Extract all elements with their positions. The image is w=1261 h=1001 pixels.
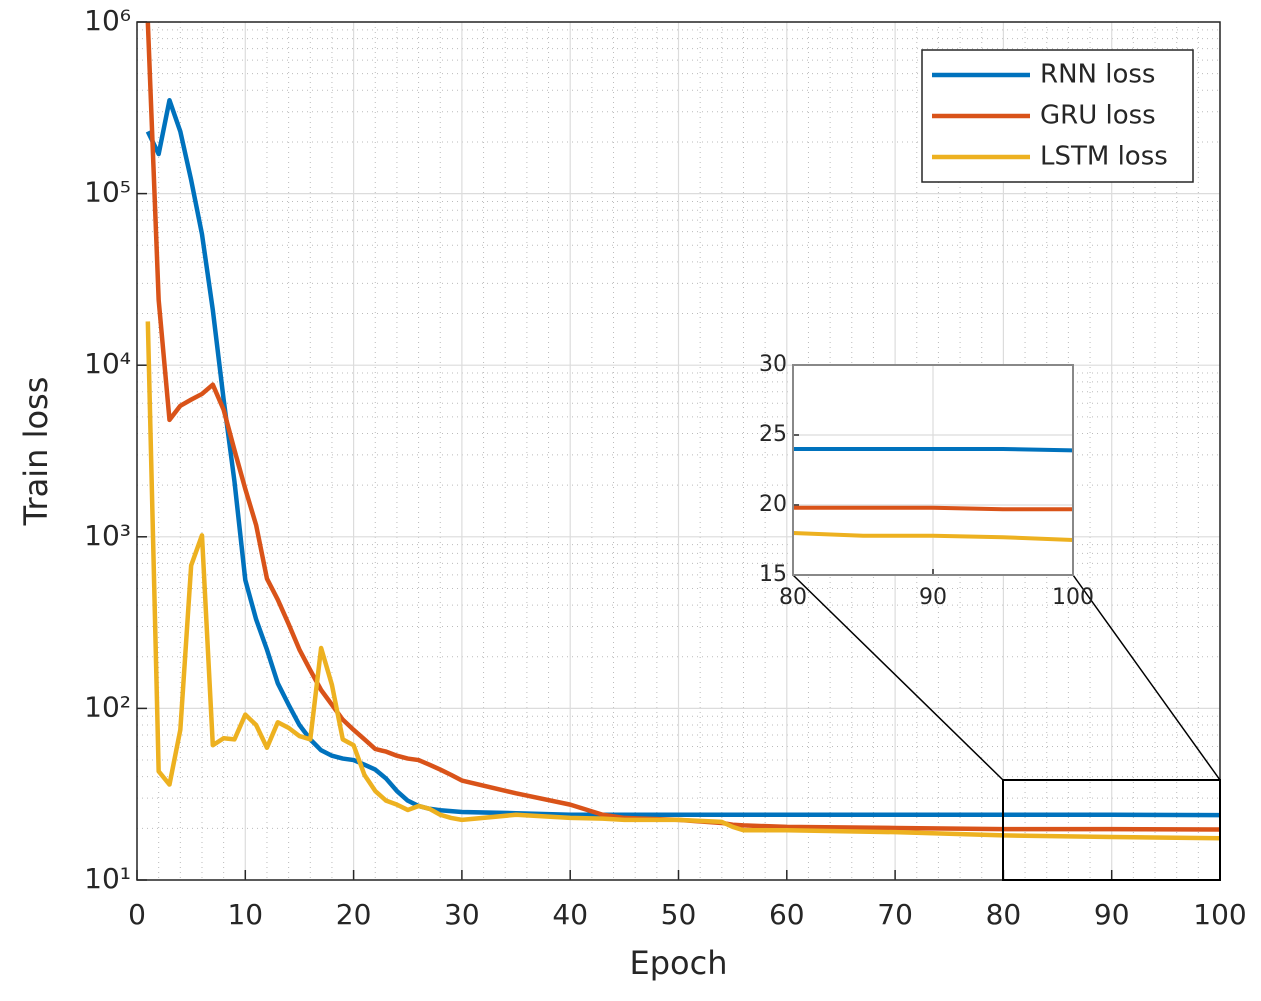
x-tick-label: 50 (661, 898, 697, 931)
y-tick-label: 10¹ (84, 862, 131, 895)
x-tick-label: 80 (986, 898, 1022, 931)
main-plot: 0 10 20 30 40 50 60 70 80 90 100 10¹ 10² 10³ 10⁴ 10⁵ 10⁶… (17, 4, 1247, 982)
zoom-connector (1072, 574, 1221, 781)
x-tick-label: 90 (1094, 898, 1130, 931)
zoom-box (1002, 779, 1221, 881)
legend-label: GRU loss (1040, 101, 1156, 131)
series-line (145, 321, 1220, 841)
x-tick-label: 100 (1193, 898, 1246, 931)
x-axis-label: Epoch (630, 944, 728, 982)
y-tick-label: 20 (759, 492, 787, 517)
axes-box (136, 21, 1221, 881)
zoom-indicator (792, 574, 1221, 881)
axes-box (792, 364, 1074, 576)
x-tick-label: 80 (779, 585, 807, 610)
series-line (793, 447, 1073, 453)
x-tick-label: 20 (336, 898, 372, 931)
x-tick-label: 60 (769, 898, 805, 931)
legend-label: LSTM loss (1040, 142, 1168, 172)
zoom-connector (792, 574, 1004, 781)
y-tick-label: 10² (84, 690, 131, 723)
y-tick-label: 15 (759, 562, 787, 587)
series-line (145, 97, 1220, 818)
legend: RNN loss GRU loss LSTM loss (921, 49, 1194, 183)
legend-label: RNN loss (1040, 60, 1155, 90)
y-tick-label: 10⁶ (84, 4, 131, 37)
y-tick-label: 10³ (84, 519, 131, 552)
x-tick-label: 90 (919, 585, 947, 610)
y-tick-label: 10⁵ (84, 176, 131, 209)
inset-plot: 80 90 100 15 20 25 30 (759, 352, 1094, 610)
y-tick-label: 10⁴ (84, 347, 131, 380)
x-tick-label: 40 (552, 898, 588, 931)
x-tick-label: 100 (1052, 585, 1094, 610)
x-tick-label: 70 (877, 898, 913, 931)
series-line (793, 531, 1073, 542)
y-tick-label: 30 (759, 352, 787, 377)
x-tick-label: 30 (444, 898, 480, 931)
x-tick-label: 10 (227, 898, 263, 931)
series-line (793, 505, 1073, 512)
y-tick-label: 25 (759, 422, 787, 447)
y-axis-label: Train loss (17, 377, 55, 527)
x-tick-label: 0 (128, 898, 146, 931)
